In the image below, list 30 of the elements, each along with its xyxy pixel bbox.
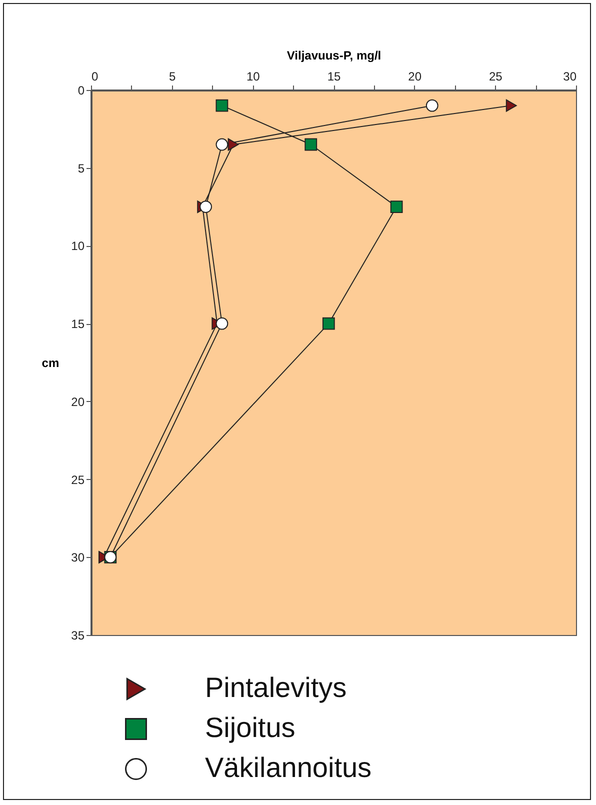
x-tick-label: 10	[246, 70, 260, 84]
x-tick-label: 5	[168, 70, 176, 84]
legend-label: Pintalevitys	[205, 672, 347, 703]
y-tick-label: 0	[78, 84, 85, 98]
y-tick-label: 35	[71, 628, 85, 642]
point	[200, 200, 212, 213]
point	[304, 138, 318, 151]
point	[426, 99, 438, 112]
point	[228, 138, 239, 151]
y-tick-label: 10	[71, 239, 85, 254]
point	[506, 99, 517, 112]
x-axis-title: Viljavuus-P, mg/l	[286, 48, 382, 62]
legend-label: Sijoitus	[205, 712, 296, 743]
x-tick-label: 25	[488, 70, 503, 84]
y-axis-title: cm	[42, 356, 60, 370]
point	[216, 99, 228, 112]
legend-label: Väkilannoitus	[205, 752, 372, 783]
y-tick-label: 5	[78, 161, 85, 176]
x-tick-label: 20	[408, 70, 422, 84]
point	[322, 317, 335, 330]
x-tick-label: 30	[563, 70, 577, 84]
y-tick-label: 25	[71, 472, 85, 487]
y-tick-label: 15	[71, 317, 85, 332]
point	[216, 317, 228, 330]
x-tick-label: 15	[327, 70, 341, 84]
y-tick-label: 20	[71, 394, 85, 409]
x-tick-label: 0	[92, 70, 98, 84]
point	[216, 138, 228, 151]
point	[390, 200, 403, 213]
y-tick-label: 30	[71, 550, 85, 565]
